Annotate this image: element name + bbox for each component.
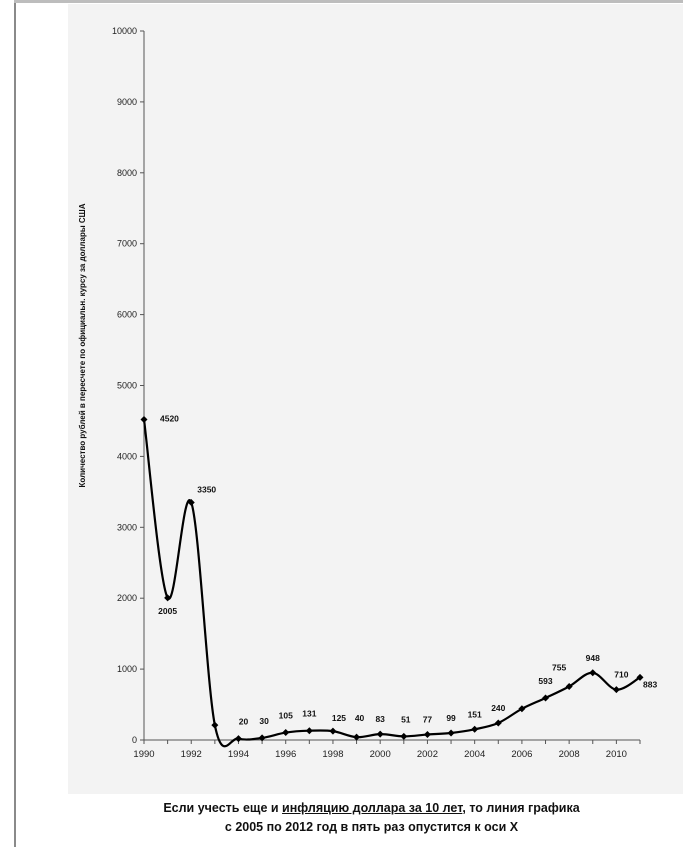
y-axis-title: Количество рублей в пересчете по официал…: [78, 203, 87, 487]
data-label: 948: [586, 653, 600, 663]
data-label: 125: [332, 713, 346, 723]
data-label: 20: [239, 717, 249, 727]
data-label: 30: [259, 716, 269, 726]
y-tick-label: 1000: [117, 664, 137, 674]
caption-second-line: с 2005 по 2012 год в пять раз опустится …: [224, 820, 519, 834]
y-tick-label: 0: [132, 735, 137, 745]
data-point-marker: [211, 721, 219, 729]
data-label: 105: [279, 711, 293, 721]
line-chart: 0 1000 2000 3000 4000 5000 6000 7000 8000 9000 100…: [78, 26, 657, 760]
x-tick-label: 1994: [228, 749, 249, 760]
data-label: 83: [375, 714, 385, 724]
data-point-marker: [400, 732, 408, 740]
data-label: 2005: [158, 606, 177, 616]
x-tick-label: 1996: [275, 749, 296, 760]
caption-text-end: , то линия графика: [462, 801, 580, 815]
data-label: 51: [401, 714, 411, 724]
x-tick-label: 1990: [133, 749, 154, 760]
x-tick-label: 2004: [464, 749, 485, 760]
y-tick-label: 4000: [117, 451, 137, 461]
data-point-marker: [494, 719, 502, 727]
data-point-marker: [282, 729, 290, 737]
data-point-marker: [258, 734, 266, 742]
chart-caption: Если учесть еще и инфляцию доллара за 10…: [60, 799, 683, 837]
x-tick-label: 2010: [606, 749, 627, 760]
y-tick-label: 2000: [117, 593, 137, 603]
data-point-marker: [353, 733, 361, 741]
data-point-marker: [140, 416, 148, 424]
y-tick-label: 8000: [117, 168, 137, 178]
data-label: 710: [614, 670, 628, 680]
x-tick-label: 1998: [322, 749, 343, 760]
top-border-line: [14, 0, 683, 3]
data-point-marker: [329, 727, 337, 735]
data-label: 40: [355, 713, 365, 723]
data-point-marker: [542, 694, 550, 702]
data-point-marker: [636, 673, 644, 681]
data-point-marker: [518, 705, 526, 713]
data-point-marker: [565, 682, 573, 690]
x-tick-label: 2008: [559, 749, 580, 760]
series-line: [142, 419, 641, 748]
x-tick-label: 1992: [181, 749, 202, 760]
x-tick-label: 2002: [417, 749, 438, 760]
data-point-marker: [187, 498, 195, 506]
data-label: 131: [302, 709, 316, 719]
y-tick-label: 7000: [117, 239, 137, 249]
data-label: 77: [423, 715, 433, 725]
y-tick-label: 5000: [117, 381, 137, 391]
y-tick-label: 10000: [112, 26, 137, 36]
caption-underlined-text: инфляцию доллара за 10 лет: [282, 801, 463, 815]
caption-text-start: Если учесть еще и: [163, 801, 283, 815]
y-tick-label: 3000: [117, 522, 137, 532]
data-point-marker: [423, 731, 431, 739]
y-tick-label: 6000: [117, 310, 137, 320]
y-tick-label: 9000: [117, 97, 137, 107]
data-point-marker: [305, 727, 313, 735]
data-label: 99: [446, 713, 456, 723]
data-point-marker: [589, 669, 597, 677]
data-point-marker: [234, 735, 242, 743]
data-label: 151: [468, 709, 482, 719]
data-point-marker: [612, 686, 620, 694]
data-point-marker: [164, 594, 172, 602]
data-label: 240: [491, 703, 505, 713]
data-label: 3350: [197, 484, 216, 494]
left-border-line: [14, 0, 16, 847]
x-tick-label: 2000: [370, 749, 391, 760]
chart-background: [68, 4, 683, 794]
data-point-marker: [376, 730, 384, 738]
data-label: 4520: [160, 414, 179, 424]
data-point-marker: [471, 725, 479, 733]
data-label: 755: [552, 662, 566, 672]
data-label: 883: [643, 679, 657, 689]
data-point-marker: [447, 729, 455, 737]
x-tick-label: 2006: [511, 749, 532, 760]
data-label: 593: [538, 676, 552, 686]
